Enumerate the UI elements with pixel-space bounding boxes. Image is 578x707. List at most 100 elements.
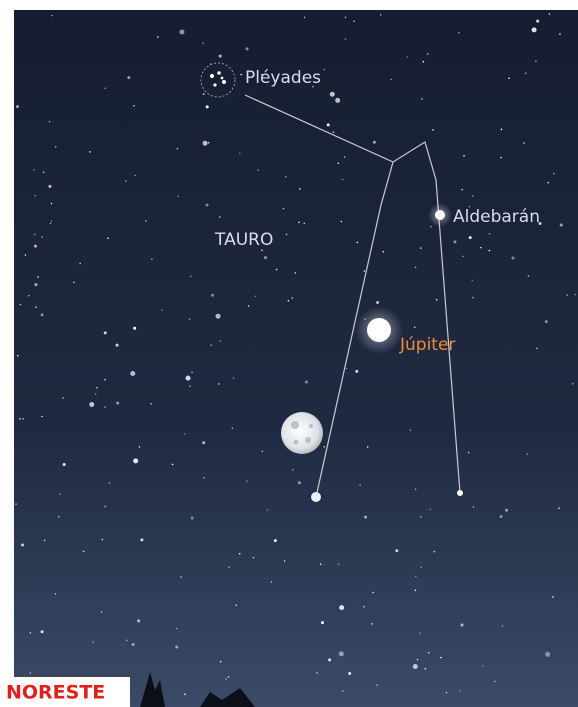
star bbox=[430, 509, 432, 511]
star bbox=[30, 632, 32, 634]
star bbox=[50, 223, 52, 225]
star bbox=[364, 516, 367, 519]
star bbox=[316, 672, 318, 674]
star bbox=[157, 36, 159, 38]
star bbox=[133, 327, 136, 330]
star bbox=[253, 557, 255, 559]
star bbox=[104, 406, 106, 408]
star bbox=[208, 142, 210, 144]
star bbox=[480, 247, 482, 249]
star bbox=[489, 233, 491, 235]
star bbox=[233, 377, 235, 379]
star bbox=[206, 204, 209, 207]
star bbox=[468, 452, 470, 454]
star bbox=[575, 294, 577, 296]
star bbox=[177, 196, 179, 198]
star bbox=[95, 393, 97, 395]
star bbox=[109, 482, 111, 484]
star bbox=[552, 596, 554, 598]
star bbox=[566, 294, 568, 296]
star bbox=[25, 254, 27, 256]
star bbox=[189, 318, 191, 320]
star bbox=[246, 480, 248, 482]
star bbox=[127, 76, 130, 79]
star bbox=[51, 15, 53, 17]
star bbox=[415, 576, 417, 578]
star bbox=[125, 180, 127, 182]
star bbox=[267, 509, 269, 511]
star bbox=[427, 53, 429, 55]
star bbox=[346, 368, 348, 370]
star bbox=[461, 189, 463, 191]
star bbox=[327, 123, 330, 126]
star bbox=[248, 305, 250, 307]
star bbox=[420, 516, 422, 518]
star bbox=[203, 93, 205, 95]
star bbox=[559, 33, 561, 35]
star bbox=[376, 301, 379, 304]
star bbox=[191, 517, 194, 520]
star bbox=[415, 589, 417, 591]
star bbox=[560, 223, 563, 226]
aldebaran-star bbox=[435, 210, 445, 220]
star bbox=[339, 651, 344, 656]
jupiter-label: Júpiter bbox=[399, 335, 455, 355]
star bbox=[37, 276, 39, 278]
star bbox=[59, 493, 61, 495]
star bbox=[262, 451, 264, 453]
star bbox=[240, 74, 242, 76]
star bbox=[415, 266, 417, 268]
star bbox=[380, 14, 382, 16]
star bbox=[41, 236, 43, 238]
star bbox=[232, 427, 234, 429]
star bbox=[246, 47, 249, 50]
star bbox=[291, 297, 293, 299]
star bbox=[501, 129, 503, 131]
star bbox=[547, 182, 549, 184]
star bbox=[341, 221, 343, 223]
jupiter-planet bbox=[367, 318, 391, 342]
star bbox=[373, 141, 376, 144]
star bbox=[63, 463, 66, 466]
star bbox=[536, 20, 539, 23]
star bbox=[535, 60, 537, 62]
star bbox=[462, 256, 464, 258]
star bbox=[96, 387, 98, 389]
star bbox=[472, 195, 474, 197]
star bbox=[461, 623, 464, 626]
star bbox=[132, 643, 135, 646]
star bbox=[202, 441, 205, 444]
pleiades-label: Pléyades bbox=[245, 68, 321, 88]
star bbox=[305, 380, 308, 383]
star bbox=[432, 129, 434, 131]
star bbox=[203, 141, 208, 146]
star bbox=[104, 506, 106, 508]
star bbox=[16, 105, 19, 108]
star bbox=[511, 257, 514, 260]
star bbox=[359, 484, 361, 486]
star bbox=[424, 668, 426, 670]
star bbox=[216, 314, 221, 319]
star bbox=[469, 236, 472, 239]
star bbox=[236, 604, 238, 606]
star bbox=[523, 142, 525, 144]
star bbox=[228, 676, 230, 678]
star bbox=[83, 551, 85, 553]
constellation-label: TAURO bbox=[214, 230, 273, 250]
star bbox=[51, 220, 53, 222]
star bbox=[133, 458, 138, 463]
star bbox=[413, 664, 418, 669]
star bbox=[276, 269, 278, 271]
star bbox=[549, 13, 551, 15]
star bbox=[288, 300, 290, 302]
star bbox=[179, 30, 184, 35]
star bbox=[459, 690, 461, 692]
star bbox=[471, 280, 473, 282]
star bbox=[89, 151, 91, 153]
star bbox=[191, 372, 193, 374]
star bbox=[177, 148, 179, 150]
star bbox=[41, 630, 44, 633]
star bbox=[176, 628, 178, 630]
star bbox=[338, 162, 340, 164]
star bbox=[139, 446, 141, 448]
